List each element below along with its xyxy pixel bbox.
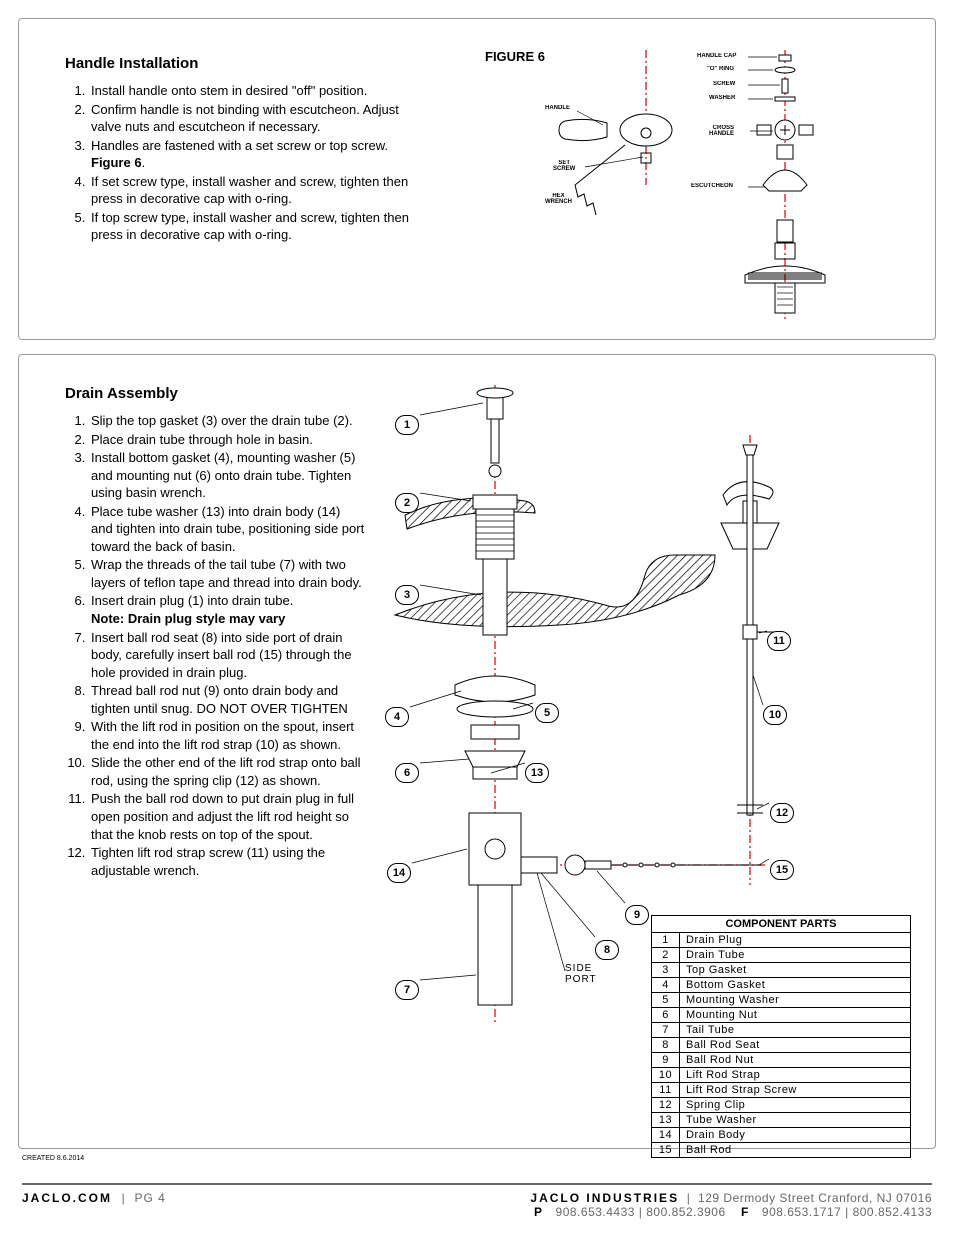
parts-row: 15Ball Rod [652,1143,911,1158]
footer-site: JACLO.COM [22,1191,112,1205]
drain-step: With the lift rod in position on the spo… [89,718,365,753]
created-date: CREATED 8.6.2014 [22,1155,84,1162]
side-port-label: SIDE PORT [565,963,597,985]
handle-step: If top screw type, install washer and sc… [89,209,415,244]
parts-row: 14Drain Body [652,1128,911,1143]
drain-step: Slip the top gasket (3) over the drain t… [89,412,365,430]
fig6-label-hexwrench: HEX WRENCH [545,193,572,205]
fig6-label-crosshandle: CROSS HANDLE [709,125,734,137]
fig6-label-screw: SCREW [713,81,735,87]
drain-step: Wrap the threads of the tail tube (7) wi… [89,556,365,591]
handle-steps-list: Install handle onto stem in desired "off… [65,82,415,244]
handle-step: If set screw type, install washer and sc… [89,173,415,208]
footer-p-label: P [534,1205,544,1219]
handle-step: Install handle onto stem in desired "off… [89,82,415,100]
fig6-label-handle: HANDLE [545,105,570,111]
handle-step: Confirm handle is not binding with escut… [89,101,415,136]
component-parts-table: COMPONENT PARTS 1Drain Plug2Drain Tube3T… [651,915,911,1158]
footer-address: 129 Dermody Street Cranford, NJ 07016 [698,1191,932,1205]
callout-11: 11 [767,631,791,651]
callout-1: 1 [395,415,419,435]
parts-row: 1Drain Plug [652,933,911,948]
drain-step: Insert drain plug (1) into drain tube. N… [89,592,365,627]
callout-6: 6 [395,763,419,783]
fig6-label-oring: "O" RING [707,66,734,72]
footer-f-label: F [741,1205,750,1219]
drain-assembly-panel: Drain Assembly Slip the top gasket (3) o… [18,354,936,1149]
parts-row: 7Tail Tube [652,1023,911,1038]
parts-row: 4Bottom Gasket [652,978,911,993]
callout-14: 14 [387,863,411,883]
callout-5: 5 [535,703,559,723]
drain-text-column: Drain Assembly Slip the top gasket (3) o… [65,385,365,1128]
footer-page: PG 4 [134,1191,165,1205]
callout-4: 4 [385,707,409,727]
parts-row: 13Tube Washer [652,1113,911,1128]
fig6-label-washer: WASHER [709,95,735,101]
handle-step: Handles are fastened with a set screw or… [89,137,415,172]
page-footer: JACLO.COM | PG 4 JACLO INDUSTRIES | 129 … [22,1183,932,1219]
drain-step: Insert ball rod seat (8) into side port … [89,629,365,682]
callout-7: 7 [395,980,419,1000]
figure-6-area: FIGURE 6 HANDLE SET SCREW HEX WRENCH [415,55,907,319]
callout-12: 12 [770,803,794,823]
figure-6-svg: HANDLE SET SCREW HEX WRENCH HANDLE CAP "… [455,45,915,335]
footer-faxes: 908.653.1717 | 800.852.4133 [762,1205,932,1219]
drain-title: Drain Assembly [65,385,365,402]
drain-step: Install bottom gasket (4), mounting wash… [89,449,365,502]
drain-figure-area: 123456789101112131415 SIDE PORT COMPONEN… [365,385,915,1128]
footer-right: JACLO INDUSTRIES | 129 Dermody Street Cr… [530,1191,932,1219]
footer-company: JACLO INDUSTRIES [530,1191,679,1205]
parts-row: 3Top Gasket [652,963,911,978]
parts-table-header: COMPONENT PARTS [652,916,911,933]
drain-step: Push the ball rod down to put drain plug… [89,790,365,843]
fig6-label-setscrew: SET SCREW [553,160,575,172]
drain-step: Place tube washer (13) into drain body (… [89,503,365,556]
parts-row: 6Mounting Nut [652,1008,911,1023]
handle-installation-panel: Handle Installation Install handle onto … [18,18,936,340]
parts-row: 2Drain Tube [652,948,911,963]
fig6-label-escutcheon: ESCUTCHEON [691,183,733,189]
fig6-label-cap: HANDLE CAP [697,53,736,59]
drain-step: Place drain tube through hole in basin. [89,431,365,449]
callout-13: 13 [525,763,549,783]
callout-9: 9 [625,905,649,925]
callout-15: 15 [770,860,794,880]
parts-row: 8Ball Rod Seat [652,1038,911,1053]
footer-phones: 908.653.4433 | 800.852.3906 [556,1205,726,1219]
drain-step: Slide the other end of the lift rod stra… [89,754,365,789]
callout-2: 2 [395,493,419,513]
drain-step: Tighten lift rod strap screw (11) using … [89,844,365,879]
callout-3: 3 [395,585,419,605]
handle-title: Handle Installation [65,55,415,72]
handle-text-column: Handle Installation Install handle onto … [65,55,415,319]
parts-row: 10Lift Rod Strap [652,1068,911,1083]
parts-row: 5Mounting Washer [652,993,911,1008]
parts-row: 11Lift Rod Strap Screw [652,1083,911,1098]
callout-10: 10 [763,705,787,725]
drain-steps-list: Slip the top gasket (3) over the drain t… [65,412,365,879]
footer-left: JACLO.COM | PG 4 [22,1191,166,1205]
parts-row: 12Spring Clip [652,1098,911,1113]
drain-step: Thread ball rod nut (9) onto drain body … [89,682,365,717]
parts-row: 9Ball Rod Nut [652,1053,911,1068]
callout-8: 8 [595,940,619,960]
